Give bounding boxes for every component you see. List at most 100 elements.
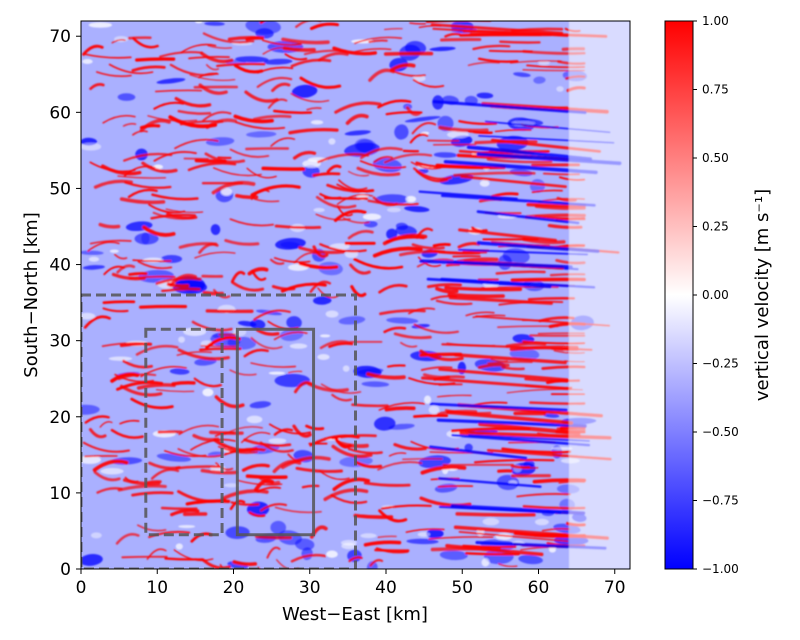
updraft-streak xyxy=(281,455,331,469)
downdraft-patch xyxy=(210,224,221,235)
x-tick-label: 0 xyxy=(76,578,87,598)
neutral-patch xyxy=(341,542,357,550)
downdraft-patch xyxy=(81,554,103,566)
updraft-streak xyxy=(372,246,423,258)
updraft-streak xyxy=(103,265,125,276)
updraft-streak xyxy=(435,299,473,306)
neutral-patch xyxy=(108,356,133,361)
downdraft-patch xyxy=(426,528,444,539)
updraft-streak xyxy=(290,58,332,68)
updraft-streak xyxy=(509,60,562,64)
updraft-streak xyxy=(310,22,339,30)
updraft-streak xyxy=(437,485,474,488)
updraft-streak xyxy=(472,44,511,51)
colorbar-tick-label: −0.25 xyxy=(702,357,739,371)
downdraft-patch xyxy=(509,347,540,361)
updraft-streak xyxy=(248,511,266,518)
updraft-streak xyxy=(334,437,352,449)
updraft-streak xyxy=(268,423,312,435)
updraft-streak xyxy=(385,236,425,244)
updraft-streak xyxy=(351,403,389,408)
updraft-streak xyxy=(381,504,432,510)
downdraft-patch xyxy=(237,320,257,327)
updraft-streak xyxy=(307,382,349,393)
neutral-patch xyxy=(482,517,500,526)
downdraft-patch xyxy=(543,412,560,418)
downdraft-patch xyxy=(275,237,306,250)
neutral-patch xyxy=(313,207,325,213)
updraft-streak xyxy=(154,89,203,93)
x-tick-label: 30 xyxy=(299,578,321,598)
updraft-streak xyxy=(350,285,367,298)
east-band xyxy=(453,353,567,365)
updraft-streak xyxy=(110,428,144,439)
neutral-patch xyxy=(556,86,564,92)
updraft-streak xyxy=(270,258,285,265)
updraft-streak xyxy=(298,261,339,270)
updraft-streak xyxy=(292,424,312,438)
updraft-streak xyxy=(400,341,418,348)
updraft-streak xyxy=(229,369,257,376)
neutral-patch xyxy=(326,550,338,558)
updraft-streak xyxy=(353,257,404,270)
updraft-streak xyxy=(363,540,402,547)
downdraft-patch xyxy=(533,76,546,84)
updraft-streak xyxy=(235,193,259,200)
updraft-streak xyxy=(383,326,407,334)
updraft-streak xyxy=(383,153,433,164)
updraft-streak xyxy=(377,99,412,109)
updraft-streak xyxy=(229,218,274,227)
updraft-streak xyxy=(165,208,204,214)
updraft-streak xyxy=(336,194,374,205)
neutral-patch xyxy=(246,415,263,424)
updraft-streak xyxy=(256,328,280,336)
updraft-streak xyxy=(231,281,265,292)
colorbar-tick-label: 0.25 xyxy=(702,220,729,234)
neutral-patch xyxy=(428,405,440,414)
updraft-streak xyxy=(219,564,225,569)
downdraft-patch xyxy=(518,554,543,565)
updraft-streak xyxy=(366,372,406,380)
updraft-streak xyxy=(88,428,107,439)
updraft-streak xyxy=(119,197,166,205)
updraft-streak xyxy=(202,32,255,44)
updraft-streak xyxy=(142,225,176,237)
updraft-streak xyxy=(409,22,426,25)
updraft-streak xyxy=(229,148,270,158)
downdraft-patch xyxy=(356,139,377,153)
updraft-streak xyxy=(231,270,246,283)
updraft-streak xyxy=(137,260,173,270)
downdraft-patch xyxy=(82,265,105,270)
updraft-streak xyxy=(417,256,442,268)
x-tick-label: 70 xyxy=(604,578,626,598)
updraft-streak xyxy=(89,83,105,91)
updraft-streak xyxy=(124,181,172,189)
updraft-streak xyxy=(368,39,388,43)
updraft-streak xyxy=(378,283,408,294)
updraft-streak xyxy=(139,304,188,309)
updraft-streak xyxy=(326,164,342,174)
y-tick-label: 30 xyxy=(49,332,71,352)
neutral-patch xyxy=(302,159,321,168)
east-band xyxy=(441,343,593,351)
updraft-streak xyxy=(98,222,121,229)
updraft-streak xyxy=(200,51,234,64)
updraft-streak xyxy=(136,383,176,390)
y-tick-label: 40 xyxy=(49,256,71,276)
neutral-patch xyxy=(362,213,382,221)
neutral-patch xyxy=(178,524,196,529)
neutral-patch xyxy=(344,250,359,259)
east-band xyxy=(432,27,569,37)
updraft-streak xyxy=(415,170,449,183)
updraft-streak xyxy=(319,193,342,200)
updraft-streak xyxy=(342,217,370,224)
neutral-patch xyxy=(289,343,308,349)
updraft-streak xyxy=(274,506,322,514)
updraft-streak xyxy=(284,53,308,61)
updraft-streak xyxy=(501,365,525,371)
downdraft-patch xyxy=(81,404,100,415)
updraft-streak xyxy=(477,363,510,369)
updraft-streak xyxy=(386,364,406,368)
neutral-patch xyxy=(195,21,203,24)
updraft-streak xyxy=(216,62,266,67)
